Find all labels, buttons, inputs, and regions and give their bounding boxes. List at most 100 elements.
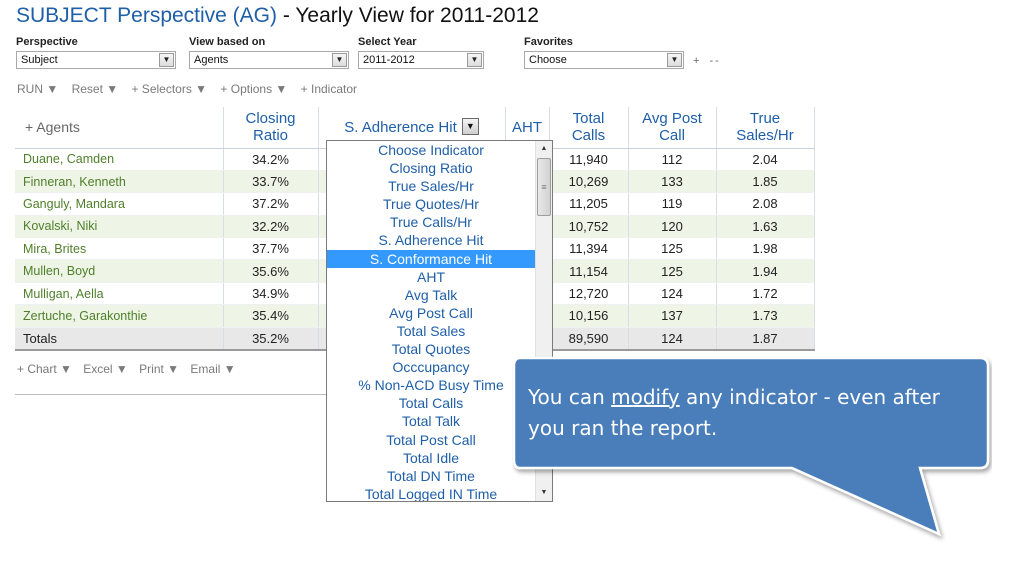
total-calls-cell: 10,156 bbox=[549, 304, 629, 328]
dropdown-option[interactable]: Total Idle bbox=[402, 449, 460, 466]
report-toolbar: RUN ▼ Reset ▼ + Selectors ▼ + Options ▼ … bbox=[17, 82, 367, 96]
scroll-down-icon[interactable]: ▼ bbox=[540, 489, 548, 496]
run-button[interactable]: RUN ▼ bbox=[17, 82, 59, 96]
callout-shape bbox=[512, 356, 990, 537]
agent-name[interactable]: Mira, Brites bbox=[15, 237, 224, 261]
favorites-actions: + -- bbox=[693, 55, 729, 67]
total-calls-cell: 11,394 bbox=[549, 237, 629, 261]
perspective-title: SUBJECT Perspective (AG) bbox=[16, 4, 278, 27]
callout-text-modify: modify bbox=[611, 385, 680, 409]
favorites-select[interactable]: Choose ▼ bbox=[524, 51, 684, 69]
closing-ratio-total: 35.2% bbox=[223, 327, 319, 351]
total-calls-cell: 11,154 bbox=[549, 259, 629, 283]
export-toolbar: + Chart ▼ Excel ▼ Print ▼ Email ▼ bbox=[17, 362, 244, 376]
total-calls-header-line1: Total bbox=[572, 110, 605, 128]
dropdown-option[interactable]: Closing Ratio bbox=[389, 160, 473, 177]
totals-label: Totals bbox=[15, 327, 224, 351]
closing-ratio-cell: 34.9% bbox=[223, 282, 319, 306]
dropdown-option[interactable]: True Calls/Hr bbox=[390, 214, 472, 231]
reset-button[interactable]: Reset ▼ bbox=[71, 82, 119, 96]
true-sales-cell: 1.73 bbox=[716, 304, 815, 328]
dropdown-option[interactable]: Total Calls bbox=[398, 395, 464, 412]
select-year-value: 2011-2012 bbox=[363, 54, 415, 66]
callout-text-start: You can bbox=[528, 385, 612, 409]
avg-post-call-cell: 133 bbox=[628, 170, 717, 194]
dropdown-option[interactable]: Choose Indicator bbox=[378, 142, 484, 158]
callout-text-end: any indicator - even after you ran the r… bbox=[528, 385, 940, 440]
agents-column-header[interactable]: + Agents bbox=[15, 107, 224, 149]
true-sales-cell: 1.98 bbox=[716, 237, 815, 261]
select-year-select[interactable]: 2011-2012 ▼ bbox=[358, 51, 484, 69]
chevron-down-icon[interactable]: ▼ bbox=[461, 117, 479, 135]
avg-post-call-cell: 120 bbox=[628, 215, 717, 239]
dropdown-option[interactable]: Occcupancy bbox=[392, 359, 470, 376]
dropdown-option[interactable]: % Non-ACD Busy Time bbox=[358, 377, 504, 394]
chart-button[interactable]: + Chart ▼ bbox=[17, 362, 72, 376]
select-year-label: Select Year bbox=[358, 36, 417, 48]
avg-post-call-header-line1: Avg Post bbox=[642, 110, 702, 128]
dropdown-option[interactable]: Avg Post Call bbox=[389, 304, 473, 321]
indicator-options-list: Choose Indicator Closing Ratio True Sales/… bbox=[327, 141, 535, 502]
scrollbar-thumb[interactable]: ≡ bbox=[537, 158, 551, 216]
chevron-down-icon[interactable]: ▼ bbox=[467, 53, 482, 67]
total-calls-header-line2: Calls bbox=[571, 127, 606, 145]
perspective-select[interactable]: Subject ▼ bbox=[16, 51, 176, 69]
closing-ratio-cell: 34.2% bbox=[223, 148, 319, 171]
dropdown-option[interactable]: S. Conformance Hit bbox=[327, 249, 535, 268]
chevron-down-icon[interactable]: ▼ bbox=[667, 53, 682, 67]
favorites-filter: Favorites Choose ▼ bbox=[524, 36, 684, 69]
total-calls-cell: 10,269 bbox=[549, 170, 629, 194]
total-calls-cell: 12,720 bbox=[549, 282, 629, 306]
closing-ratio-cell: 37.2% bbox=[223, 192, 319, 216]
avg-post-call-header[interactable]: Avg Post Call bbox=[628, 107, 717, 149]
favorites-label: Favorites bbox=[524, 36, 573, 48]
closing-ratio-cell: 35.4% bbox=[223, 304, 319, 328]
view-based-on-select[interactable]: Agents ▼ bbox=[189, 51, 349, 69]
true-sales-cell: 1.94 bbox=[716, 259, 815, 283]
email-button[interactable]: Email ▼ bbox=[190, 362, 236, 376]
total-calls-header[interactable]: Total Calls bbox=[549, 107, 629, 149]
avg-post-call-cell: 137 bbox=[628, 304, 717, 328]
agent-name[interactable]: Duane, Camden bbox=[15, 148, 224, 171]
dropdown-option[interactable]: Total Post Call bbox=[386, 431, 476, 448]
callout-bubble: You can modify any indicator - even afte… bbox=[512, 356, 992, 556]
excel-button[interactable]: Excel ▼ bbox=[83, 362, 128, 376]
add-favorite-button[interactable]: + bbox=[693, 55, 702, 67]
agent-name[interactable]: Zertuche, Garakonthie bbox=[15, 304, 224, 328]
indicator-button[interactable]: + Indicator bbox=[300, 82, 358, 96]
closing-ratio-cell: 37.7% bbox=[223, 237, 319, 261]
dropdown-option[interactable]: S. Adherence Hit bbox=[378, 232, 484, 249]
dropdown-option[interactable]: AHT bbox=[417, 268, 445, 285]
perspective-value: Subject bbox=[21, 54, 58, 66]
dropdown-option[interactable]: Total DN Time bbox=[387, 467, 475, 484]
dropdown-option[interactable]: True Sales/Hr bbox=[388, 178, 474, 195]
indicator-select[interactable]: S. Adherence Hit ▼ bbox=[344, 117, 479, 136]
dropdown-option[interactable]: Total Quotes bbox=[391, 341, 471, 358]
agent-name[interactable]: Ganguly, Mandara bbox=[15, 192, 224, 216]
avg-post-call-cell: 119 bbox=[628, 192, 717, 216]
dropdown-option[interactable]: Total Sales bbox=[396, 322, 466, 339]
dropdown-option[interactable]: Avg Talk bbox=[404, 286, 458, 303]
select-year-filter: Select Year 2011-2012 ▼ bbox=[358, 36, 484, 69]
agent-name[interactable]: Mulligan, Aella bbox=[15, 282, 224, 306]
selectors-button[interactable]: + Selectors ▼ bbox=[131, 82, 208, 96]
agent-name[interactable]: Finneran, Kenneth bbox=[15, 170, 224, 194]
closing-ratio-cell: 35.6% bbox=[223, 259, 319, 283]
remove-favorite-button[interactable]: -- bbox=[709, 55, 721, 67]
divider bbox=[15, 394, 327, 395]
chevron-down-icon[interactable]: ▼ bbox=[332, 53, 347, 67]
dropdown-option[interactable]: True Quotes/Hr bbox=[383, 196, 479, 213]
avg-post-call-header-line2: Call bbox=[659, 127, 685, 145]
options-button[interactable]: + Options ▼ bbox=[220, 82, 288, 96]
agent-name[interactable]: Kovalski, Niki bbox=[15, 215, 224, 239]
true-sales-header[interactable]: True Sales/Hr bbox=[716, 107, 815, 149]
dropdown-option[interactable]: Total Logged IN Time bbox=[364, 485, 498, 502]
dropdown-option[interactable]: Total Talk bbox=[401, 413, 461, 430]
scroll-up-icon[interactable]: ▲ bbox=[540, 145, 548, 152]
s-adherence-header-label: S. Adherence Hit bbox=[344, 118, 457, 136]
closing-ratio-header[interactable]: Closing Ratio bbox=[223, 107, 319, 149]
agent-name[interactable]: Mullen, Boyd bbox=[15, 259, 224, 283]
print-button[interactable]: Print ▼ bbox=[139, 362, 180, 376]
avg-post-call-cell: 124 bbox=[628, 282, 717, 306]
chevron-down-icon[interactable]: ▼ bbox=[159, 53, 174, 67]
